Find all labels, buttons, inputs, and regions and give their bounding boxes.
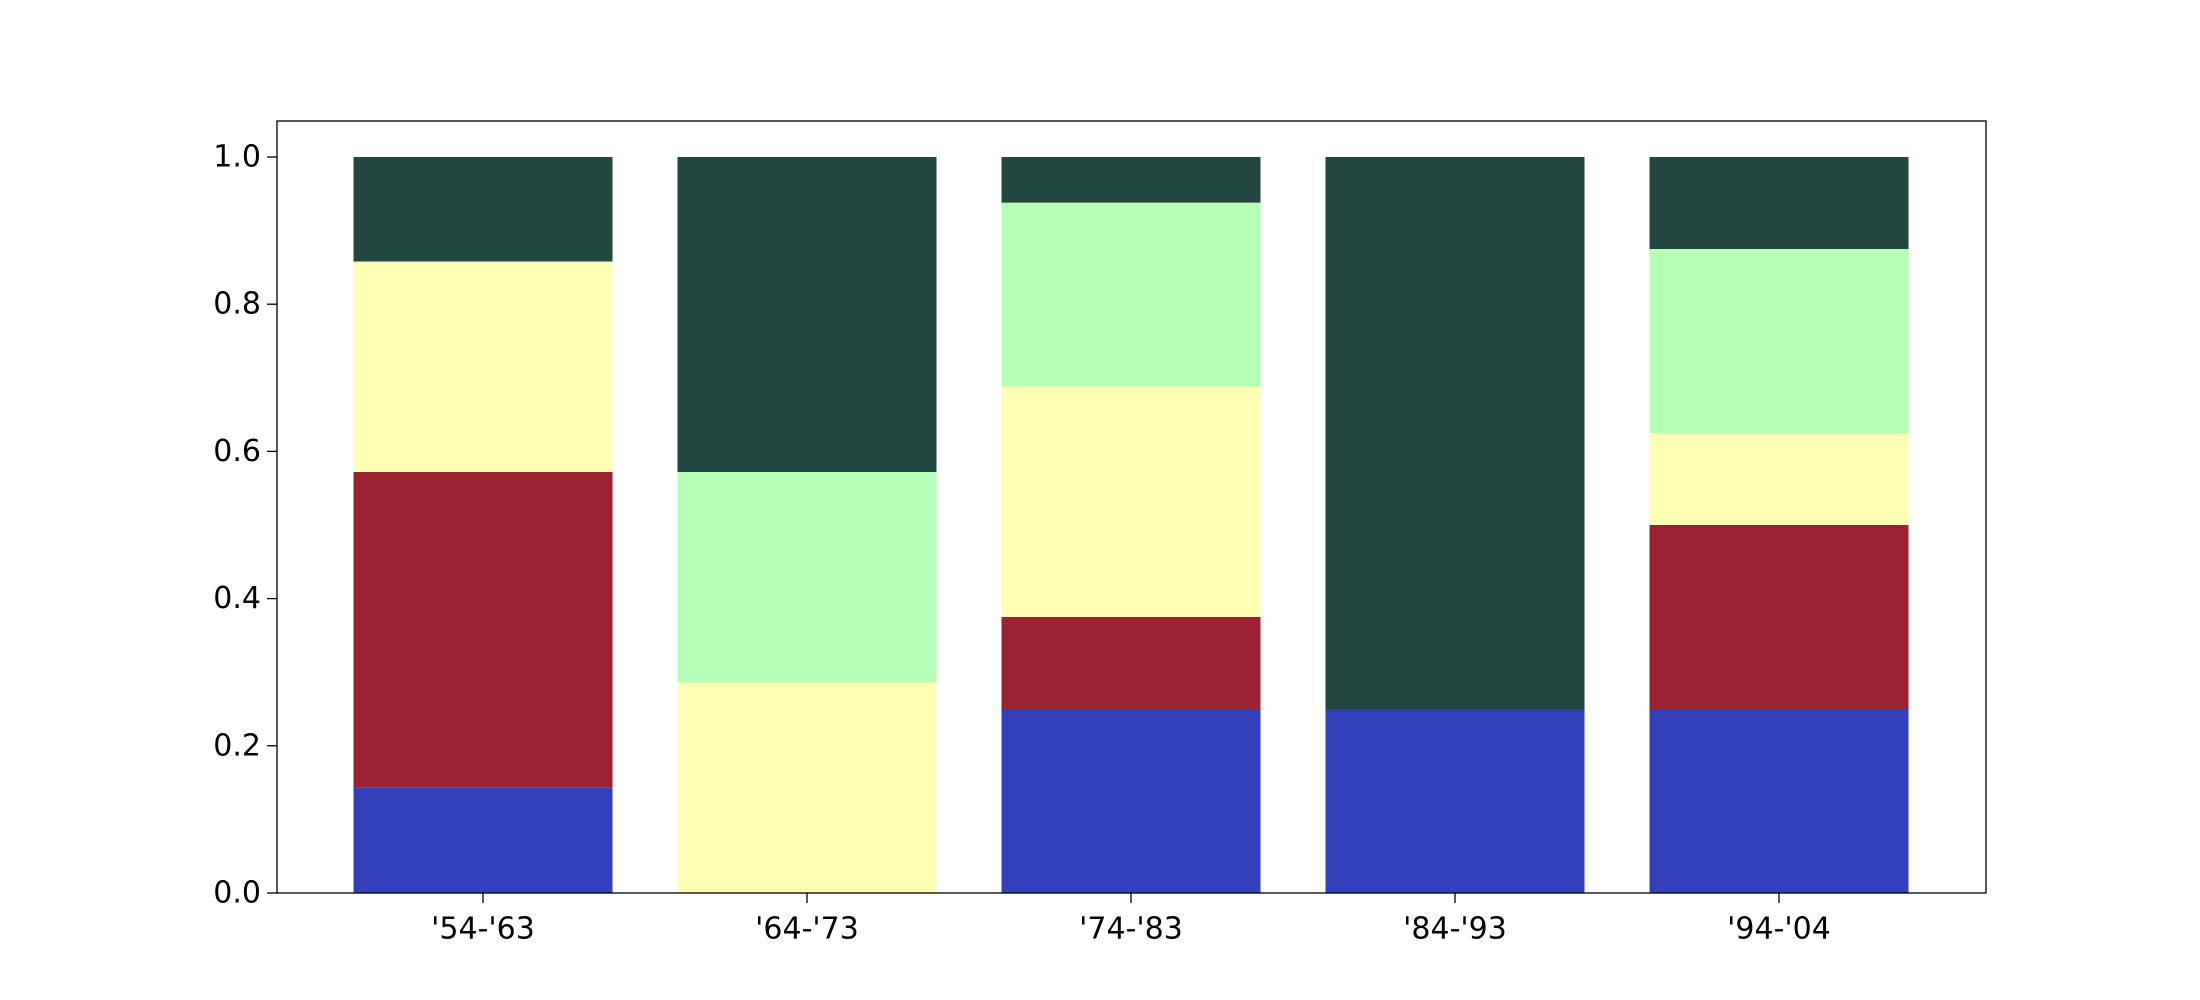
bar-segment [677, 157, 937, 473]
x-tick-label: '94-'04 [1727, 912, 1831, 947]
bar-segment [1649, 433, 1909, 525]
bar-segment [1649, 249, 1909, 433]
y-tick-label: 0.8 [213, 287, 261, 322]
bar-segment [1001, 709, 1261, 893]
bar-segment [1649, 157, 1909, 249]
y-tick-label: 0.2 [213, 728, 261, 763]
bar-segment [1325, 157, 1585, 709]
x-tick-label: '54-'63 [431, 912, 535, 947]
bar-segment [1649, 709, 1909, 893]
y-tick-label: 1.0 [213, 140, 261, 175]
y-axis: 0.0 0.2 0.4 0.6 0.8 1.0 [213, 140, 277, 911]
y-tick-label: 0.4 [213, 581, 261, 616]
bar-segment [1325, 709, 1585, 893]
bar-segment [677, 682, 937, 893]
bar-segment [677, 472, 937, 683]
x-axis: '54-'63 '64-'73 '74-'83 '84-'93 '94-'04 [431, 893, 1831, 947]
bar-segment [353, 261, 613, 473]
y-tick-label: 0.6 [213, 434, 261, 469]
x-tick-label: '74-'83 [1079, 912, 1183, 947]
x-tick-label: '64-'73 [755, 912, 859, 947]
bar-segment [1001, 617, 1261, 709]
bars-layer [353, 157, 1909, 893]
bar-segment [1001, 202, 1261, 387]
x-tick-label: '84-'93 [1403, 912, 1507, 947]
bar-segment [353, 787, 613, 893]
bar-segment [1001, 157, 1261, 203]
bar-segment [353, 157, 613, 262]
bar-segment [353, 472, 613, 788]
bar-segment [1649, 525, 1909, 709]
bar-segment [1001, 386, 1261, 617]
y-tick-label: 0.0 [213, 876, 261, 911]
